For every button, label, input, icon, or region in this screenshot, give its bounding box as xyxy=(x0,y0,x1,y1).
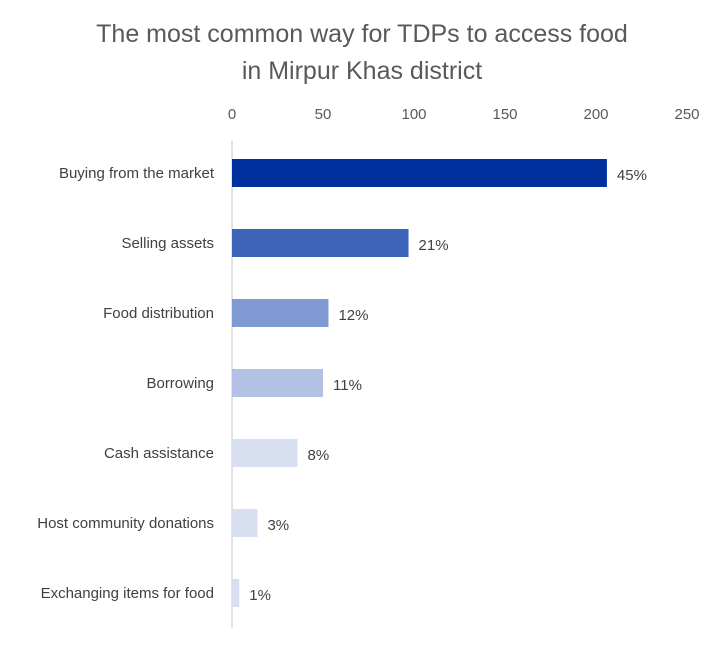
x-tick-label: 0 xyxy=(228,106,236,123)
x-tick-label: 150 xyxy=(492,106,517,123)
category-label: Food distribution xyxy=(103,305,214,322)
data-label: 12% xyxy=(338,307,368,324)
data-label: 1% xyxy=(249,587,271,604)
x-axis-ticks: 0 50 100 150 200 250 xyxy=(228,106,700,123)
chart-title-line-1: The most common way for TDPs to access f… xyxy=(96,20,628,48)
bar xyxy=(232,509,258,537)
bar xyxy=(232,229,409,257)
bar xyxy=(232,579,240,607)
bar xyxy=(232,439,298,467)
category-label: Selling assets xyxy=(121,235,214,252)
data-label: 8% xyxy=(308,447,330,464)
bars xyxy=(232,159,607,607)
category-label: Borrowing xyxy=(146,375,214,392)
data-labels: 45% 21% 12% 11% 8% 3% 1% xyxy=(249,167,647,604)
x-tick-label: 100 xyxy=(401,106,426,123)
chart-title-line-2: in Mirpur Khas district xyxy=(242,57,482,85)
data-label: 45% xyxy=(617,167,647,184)
bar xyxy=(232,299,329,327)
bar xyxy=(232,369,323,397)
data-label: 21% xyxy=(419,237,449,254)
bar xyxy=(232,159,607,187)
data-label: 11% xyxy=(333,377,362,394)
x-tick-label: 250 xyxy=(674,106,699,123)
x-tick-label: 200 xyxy=(583,106,608,123)
data-label: 3% xyxy=(267,517,289,534)
category-label: Host community donations xyxy=(37,515,214,532)
category-label: Exchanging items for food xyxy=(41,585,214,602)
category-label: Cash assistance xyxy=(104,445,214,462)
x-tick-label: 50 xyxy=(315,106,332,123)
category-labels: Buying from the market Selling assets Food… xyxy=(37,165,215,602)
category-label: Buying from the market xyxy=(59,165,215,182)
